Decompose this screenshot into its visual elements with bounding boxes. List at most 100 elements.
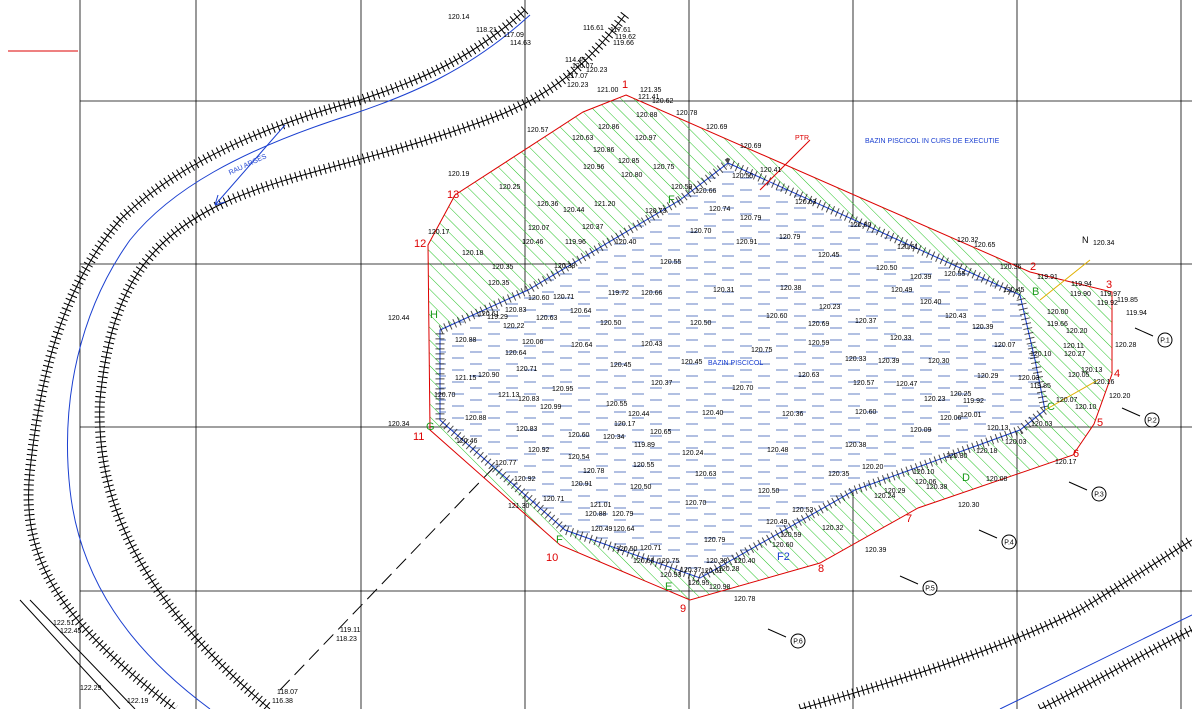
spot-elevation: 120.38 xyxy=(926,484,948,491)
spot-elevation: 120.79 xyxy=(740,215,762,222)
reference-points: P.1 P.2 P.3 P.4 P.5 P.6 xyxy=(767,327,1173,649)
spot-elevation: 119.66 xyxy=(1047,321,1068,328)
spot-elevation: 121.20 xyxy=(594,201,616,208)
spot-elevation: 120.50 xyxy=(630,484,652,491)
spot-elevation: 120.55 xyxy=(633,462,655,469)
side-letter: D xyxy=(962,472,970,484)
spot-elevation: 120.65 xyxy=(650,429,672,436)
spot-elevation: 121.00 xyxy=(597,87,619,94)
side-letter: F2 xyxy=(777,551,790,563)
spot-elevation: 120.17 xyxy=(1055,459,1077,466)
spot-elevation: 120.28 xyxy=(718,566,740,573)
spot-elevation: 120.07 xyxy=(994,342,1016,349)
spot-elevation: 120.55 xyxy=(732,173,754,180)
spot-elevation: 120.23 xyxy=(924,396,946,403)
vertex-number: 9 xyxy=(680,603,686,615)
spot-elevation: 120.88 xyxy=(585,511,607,518)
spot-elevation: 120.39 xyxy=(972,324,994,331)
spot-elevation: 120.45 xyxy=(681,359,703,366)
spot-elevation: 120.10 xyxy=(1075,404,1097,411)
spot-elevation: 120.38 xyxy=(706,558,728,565)
spot-elevation: 119.66 xyxy=(613,40,634,47)
spot-elevation: 120.48 xyxy=(767,447,789,454)
side-letter: B xyxy=(1032,286,1039,298)
spot-elevation: 120.35 xyxy=(828,471,850,478)
spot-elevation: 120.32 xyxy=(957,237,979,244)
spot-elevation: 120.08 xyxy=(986,476,1008,483)
spot-elevation: 120.29 xyxy=(884,488,906,495)
spot-elevation: 120.71 xyxy=(516,366,538,373)
spot-elevation: 119.92 xyxy=(1097,300,1118,307)
point-label: P.3 xyxy=(1094,492,1104,499)
spot-elevation: 119.96 xyxy=(565,239,586,246)
spot-elevation: 120.40 xyxy=(734,558,756,565)
spot-elevation: 120.33 xyxy=(890,335,912,342)
spot-elevation: 120.83 xyxy=(518,396,540,403)
spot-elevation: 120.50 xyxy=(600,320,622,327)
spot-elevation: 120.90 xyxy=(478,372,500,379)
spot-elevation: 114.63 xyxy=(510,40,531,47)
spot-elevation: 120.10 xyxy=(913,469,935,476)
spot-elevation: 120.63 xyxy=(798,372,820,379)
spot-elevation: 120.06 xyxy=(522,339,544,346)
spot-elevation: 120.59 xyxy=(808,340,830,347)
spot-elevation: 120.60 xyxy=(568,432,590,439)
spot-elevation: 120.68 xyxy=(633,558,655,565)
spot-elevation: 120.09 xyxy=(910,427,932,434)
spot-elevation: 120.45 xyxy=(1003,287,1025,294)
spot-elevation: 120.45 xyxy=(610,362,632,369)
spot-elevation: 120.59 xyxy=(780,532,802,539)
spot-elevation: 120.05 xyxy=(1068,372,1090,379)
point-label: P.5 xyxy=(925,586,935,593)
spot-elevation: 122.29 xyxy=(80,685,102,692)
spot-elevation: 120.70 xyxy=(732,385,754,392)
point-leader xyxy=(899,575,919,585)
spot-elevation: 120.17 xyxy=(428,229,450,236)
spot-elevation: 120.70 xyxy=(434,392,456,399)
point-label: P.1 xyxy=(1160,338,1170,345)
spot-elevation: 120.88 xyxy=(455,337,477,344)
profile-line xyxy=(279,184,766,691)
spot-elevation: 119.72 xyxy=(608,290,629,297)
spot-elevation: 122.45 xyxy=(60,628,82,635)
spot-elevation: 120.37 xyxy=(651,380,673,387)
point-marker xyxy=(1144,412,1160,428)
spot-elevation: 120.60 xyxy=(772,542,794,549)
spot-elevation: 120.57 xyxy=(527,127,549,134)
spot-elevation: 120.16 xyxy=(1093,379,1115,386)
spot-elevation: 120.49 xyxy=(891,287,913,294)
spot-elevation: 120.85 xyxy=(618,158,640,165)
spot-elevation: 119.11 xyxy=(340,627,360,634)
spot-elevation: 120.96 xyxy=(583,164,605,171)
point-label: P.2 xyxy=(1147,418,1157,425)
spot-elevation: 120.25 xyxy=(950,391,972,398)
spot-elevation: 120.36 xyxy=(537,201,559,208)
spot-elevation: 120.13 xyxy=(1081,367,1103,374)
side-letter: G xyxy=(426,421,435,433)
point-leader xyxy=(1068,481,1088,491)
spot-elevation: 120.50 xyxy=(690,320,712,327)
north-arrow: N xyxy=(1082,235,1089,245)
spot-elevation: 120.35 xyxy=(488,280,510,287)
spot-elevation: 120.69 xyxy=(808,321,830,328)
spot-elevation: 120.44 xyxy=(628,411,650,418)
spot-elevation: 116.61 xyxy=(583,25,604,32)
spot-elevation: 120.27 xyxy=(1064,351,1086,358)
spot-elevation: 120.43 xyxy=(945,313,967,320)
section-line xyxy=(1044,379,1099,411)
point-leader xyxy=(767,628,787,638)
spot-elevation: 119.85 xyxy=(1030,383,1051,390)
spot-elevation: 120.79 xyxy=(612,511,634,518)
river-banks xyxy=(19,6,1192,709)
spot-elevation: 120.86 xyxy=(598,124,620,131)
spot-elevation: 116.38 xyxy=(272,698,293,705)
spot-elevation: 120.25 xyxy=(499,184,521,191)
pond-label: BAZIN PISCICOL xyxy=(708,360,763,367)
spot-elevation: 120.61 xyxy=(478,311,500,318)
vertex-number: 1 xyxy=(622,79,628,91)
spot-elevation: 120.17 xyxy=(614,421,636,428)
spot-elevation: 120.64 xyxy=(613,526,635,533)
spot-elevation: 120.66 xyxy=(695,188,717,195)
spot-elevation: 120.78 xyxy=(734,596,756,603)
spot-elevation: 119.90 xyxy=(1070,291,1091,298)
